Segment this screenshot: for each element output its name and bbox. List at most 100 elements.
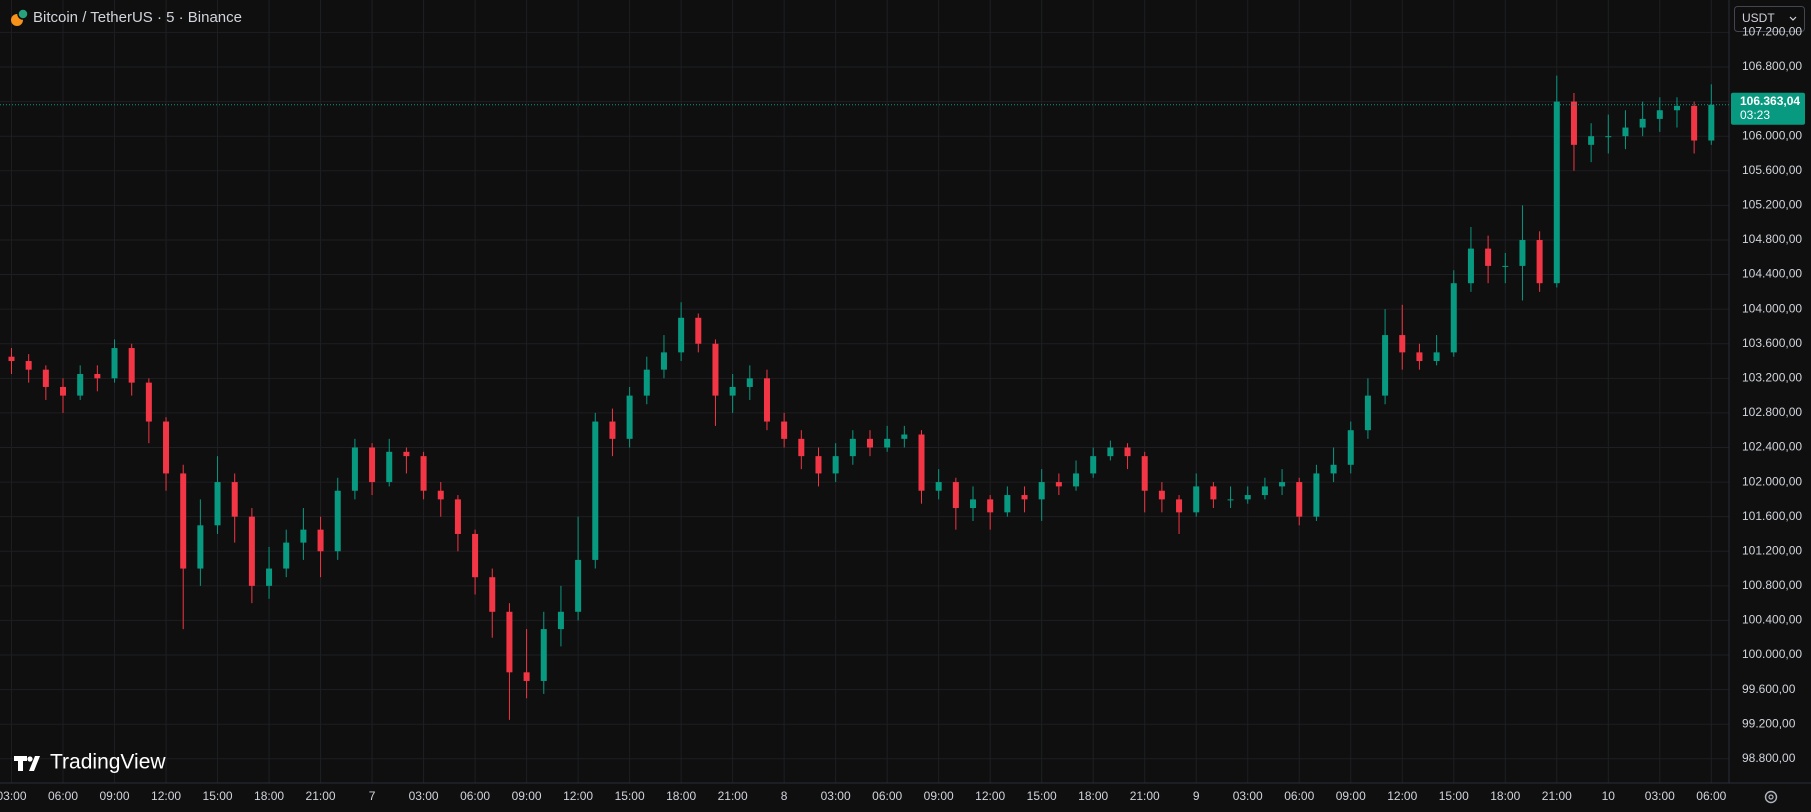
x-tick-label: 21:00 [1130,789,1160,803]
candle-body [781,421,788,439]
candle-body [1519,239,1526,266]
y-tick-label: 102.800,00 [1742,405,1802,419]
x-tick-label: 03:00 [1645,789,1675,803]
candle-body [1450,283,1457,353]
candle-body [1347,430,1354,465]
candle-body [489,577,496,612]
candle-body [1570,101,1577,145]
x-tick-label: 18:00 [1078,789,1108,803]
candle-body [626,395,633,439]
y-tick-label: 104.800,00 [1742,232,1802,246]
candle-body [300,529,307,543]
candle-body [351,447,358,491]
currency-select[interactable]: USDT [1734,6,1805,32]
candle-body [952,482,959,509]
currency-button[interactable] [1734,6,1805,32]
x-tick-label: 10 [1602,789,1616,803]
x-tick-label: 15:00 [1027,789,1057,803]
candle-body [42,369,49,387]
candle-body [8,356,15,362]
candle-body [575,559,582,612]
candle-body [746,378,753,387]
candle-body [918,434,925,491]
candle-body [472,533,479,578]
x-tick-label: 06:00 [48,789,78,803]
y-tick-label: 106.000,00 [1742,128,1802,142]
candle-body [420,456,427,491]
candle-body [111,348,118,379]
candle-body [1382,335,1389,396]
x-tick-label: 15:00 [615,789,645,803]
x-tick-label: 06:00 [872,789,902,803]
x-tick-label: 03:00 [821,789,851,803]
x-tick-label: 12:00 [563,789,593,803]
candle-body [643,369,650,396]
candle-body [901,434,908,439]
candle-body [128,348,135,383]
candle-body [1158,490,1165,500]
candle-body [1399,335,1406,353]
candle-body [523,672,530,681]
currency-label[interactable]: USDT [1742,11,1775,25]
candle-body [1055,482,1062,487]
candle-body [180,473,187,569]
candle-body [884,438,891,448]
candle-body [1416,352,1423,362]
candle-body [1364,395,1371,431]
candle-body [1090,456,1097,474]
candle-body [283,542,290,569]
candle-body [1467,248,1474,284]
brand-logo[interactable]: TradingView [14,751,166,774]
settings-gear[interactable] [1764,790,1778,804]
candle-body [1605,136,1612,138]
y-tick-label: 102.000,00 [1742,474,1802,488]
x-tick-label: 9 [1193,789,1200,803]
candle-body [1502,265,1509,267]
candle-body [1004,495,1011,513]
y-tick-label: 98.800,00 [1742,751,1796,765]
candle-body [214,482,221,526]
x-tick-label: 03:00 [1233,789,1263,803]
last-price-label: 106.363,04 [1740,94,1800,108]
x-tick-label: 18:00 [254,789,284,803]
x-tick-label: 12:00 [1387,789,1417,803]
candle-body [1433,352,1440,362]
candle-body [437,490,444,500]
candle-body [1588,136,1595,145]
candle-body [145,382,152,422]
gear-center [1768,794,1774,800]
brand-name[interactable]: TradingView [50,751,166,774]
candle-body [1536,239,1543,284]
x-tick-label: 21:00 [718,789,748,803]
candle-body [1691,105,1698,141]
candle-body [506,611,513,673]
candle-body [678,317,685,353]
y-tick-label: 101.600,00 [1742,509,1802,523]
grid [0,0,1729,783]
candle-body [1485,248,1492,266]
y-tick-label: 103.200,00 [1742,370,1802,384]
candle-body [832,456,839,474]
last-price-box [1731,92,1805,125]
y-tick-label: 104.000,00 [1742,301,1802,315]
symbol-title[interactable]: Bitcoin / TetherUS · 5 · Binance [33,9,242,26]
candle-body [1622,127,1629,137]
candle-body [369,447,376,483]
candle-body [798,438,805,457]
candle-body [866,438,873,448]
y-tick-label: 106.800,00 [1742,59,1802,73]
x-tick-label: 09:00 [100,789,130,803]
logo-mark [14,756,40,771]
candle-body [1673,105,1680,111]
candle-body [1227,499,1234,501]
candle-body [763,378,770,422]
candle-body [695,317,702,344]
x-tick-label: 21:00 [306,789,336,803]
x-tick-label: 06:00 [1696,789,1726,803]
candle-body [1244,495,1251,500]
gear-ring[interactable] [1764,790,1778,804]
y-tick-label: 105.200,00 [1742,198,1802,212]
usdt-icon [17,8,29,20]
